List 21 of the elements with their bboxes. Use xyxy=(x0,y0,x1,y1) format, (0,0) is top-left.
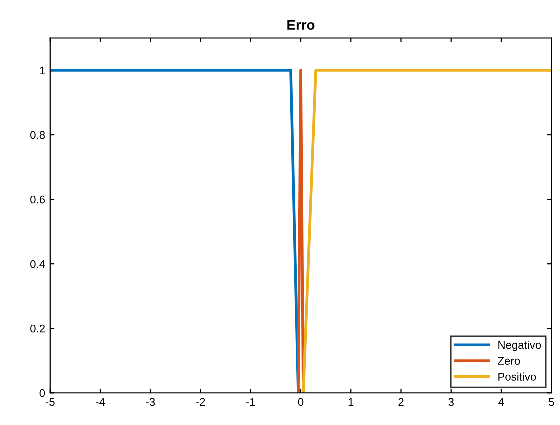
y-tick-label: 0 xyxy=(40,389,46,398)
y-tick-label: 1 xyxy=(40,66,45,75)
x-tick-label: 2 xyxy=(398,398,404,406)
legend-label: Zero xyxy=(498,357,520,366)
legend-label: Positivo xyxy=(498,372,536,381)
y-tick-label: 0.8 xyxy=(30,131,46,140)
x-tick-label: -1 xyxy=(246,398,256,406)
x-tick-label: 5 xyxy=(548,398,554,406)
x-tick-label: 1 xyxy=(348,398,354,406)
chart-title: Erro xyxy=(288,20,315,30)
x-tick-label: 0 xyxy=(298,398,304,406)
x-tick-label: 4 xyxy=(498,398,504,406)
x-tick-label: -5 xyxy=(46,398,55,406)
y-tick-label: 0.4 xyxy=(30,260,46,268)
y-tick-label: 0.6 xyxy=(30,196,46,204)
x-tick-label: -4 xyxy=(96,398,106,406)
legend-label: Negativo xyxy=(498,340,542,352)
x-tick-label: -3 xyxy=(146,398,156,406)
y-tick-label: 0.2 xyxy=(30,324,45,333)
x-tick-label: 3 xyxy=(448,398,454,406)
x-tick-label: -2 xyxy=(196,398,206,406)
